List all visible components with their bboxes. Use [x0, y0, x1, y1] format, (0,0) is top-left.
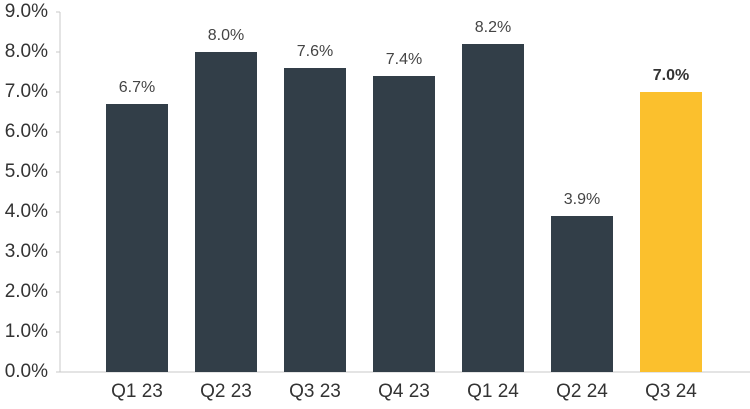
x-tick-label: Q4 23 [378, 381, 430, 402]
bar [640, 92, 702, 372]
value-label: 7.6% [297, 43, 333, 60]
y-tick-label: 9.0% [5, 1, 48, 22]
bar [106, 104, 168, 372]
value-label: 8.0% [208, 27, 244, 44]
y-tick-label: 4.0% [5, 201, 48, 222]
x-tick-label: Q2 23 [200, 381, 252, 402]
y-tick-label: 1.0% [5, 321, 48, 342]
value-label: 7.0% [653, 67, 689, 84]
x-tick-label: Q3 24 [645, 381, 697, 402]
y-tick-label: 3.0% [5, 241, 48, 262]
value-label: 6.7% [119, 79, 155, 96]
x-tick-label: Q3 23 [289, 381, 341, 402]
value-label: 8.2% [475, 19, 511, 36]
bar [195, 52, 257, 372]
value-label: 3.9% [564, 191, 600, 208]
bar [551, 216, 613, 372]
bar [462, 44, 524, 372]
bar [284, 68, 346, 372]
y-tick-label: 2.0% [5, 281, 48, 302]
x-tick-label: Q1 24 [467, 381, 519, 402]
bar [373, 76, 435, 372]
y-tick-label: 8.0% [5, 41, 48, 62]
x-tick-label: Q2 24 [556, 381, 608, 402]
value-label: 7.4% [386, 51, 422, 68]
y-tick-label: 7.0% [5, 81, 48, 102]
y-tick-label: 5.0% [5, 161, 48, 182]
x-tick-label: Q1 23 [111, 381, 163, 402]
y-tick-label: 0.0% [5, 361, 48, 382]
y-tick-label: 6.0% [5, 121, 48, 142]
